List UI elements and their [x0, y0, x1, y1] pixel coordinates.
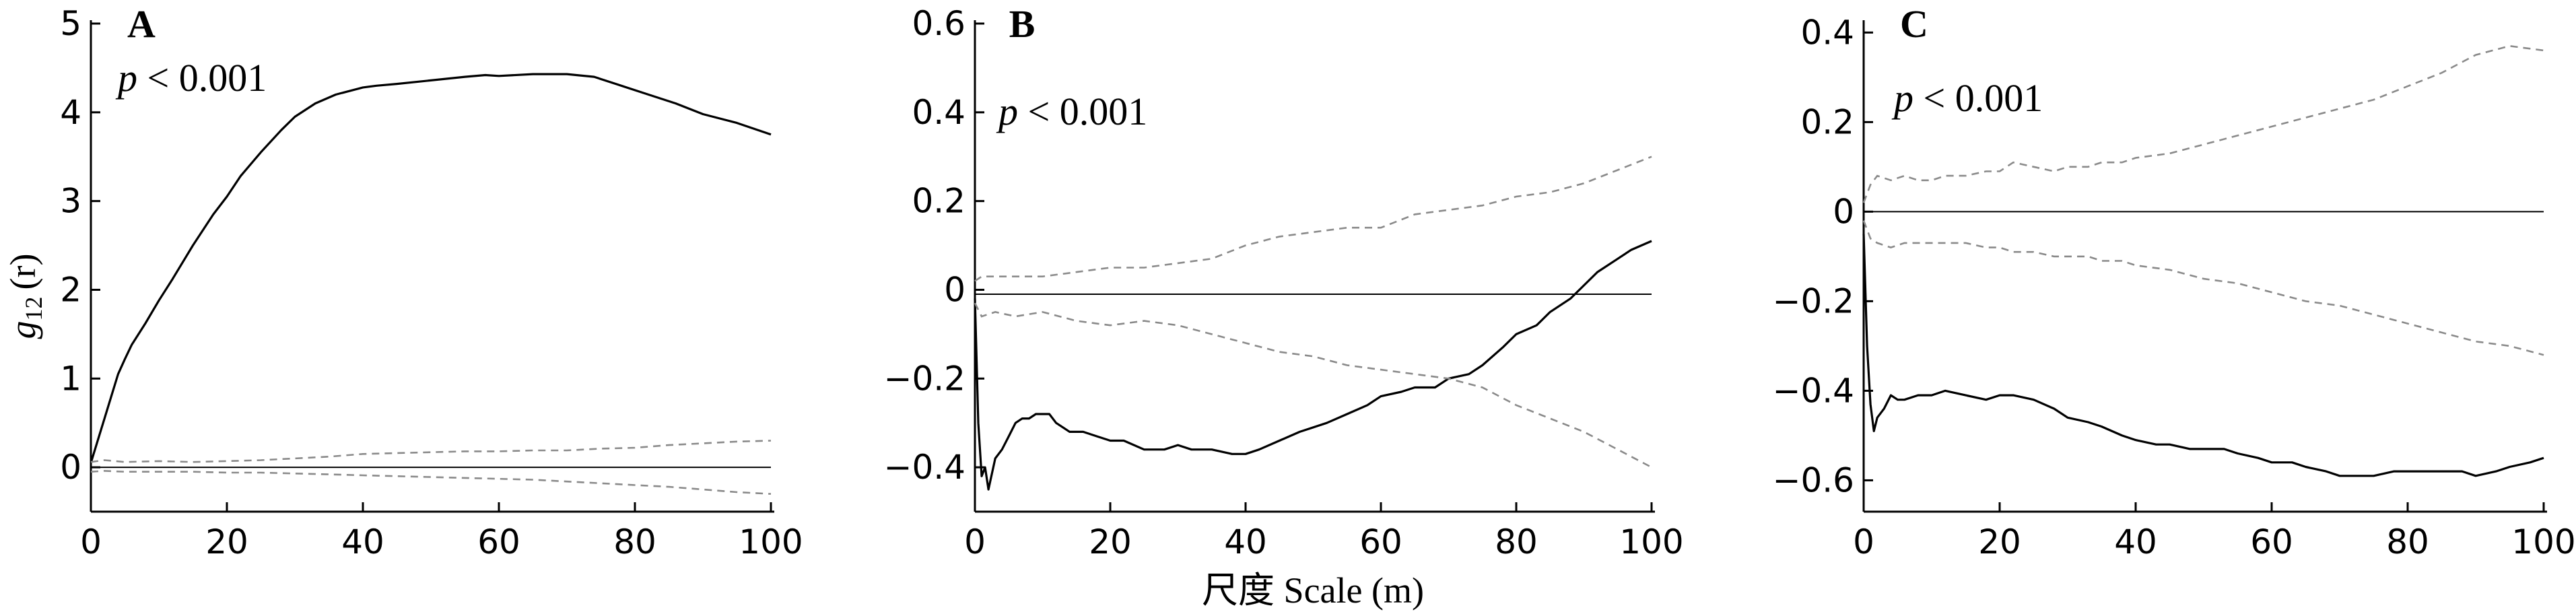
y-tick-label: 0.2 [912, 182, 965, 221]
x-tick-label: 80 [1495, 522, 1538, 561]
panel-letter: A [127, 2, 156, 46]
x-tick-label: 60 [1359, 522, 1402, 561]
y-tick-label: 0.4 [912, 93, 965, 132]
x-tick-label: 100 [739, 522, 803, 561]
y-tick-label: −0.6 [1773, 460, 1854, 500]
series-observed [90, 73, 772, 463]
x-tick-label: 60 [2250, 522, 2293, 561]
series-envelope-upper [90, 440, 772, 463]
y-tick-label: 0 [944, 270, 965, 309]
x-axis-title: 尺度 Scale (m) [1202, 570, 1424, 611]
y-axis-title-sub: 12 [20, 296, 47, 320]
y-tick-label: 5 [60, 4, 81, 43]
x-tick-label: 20 [1089, 522, 1132, 561]
y-tick-label: 0.4 [1800, 13, 1854, 52]
series-envelope-upper [1862, 44, 2544, 203]
x-tick-label: 80 [613, 522, 656, 561]
y-tick-label: 2 [60, 270, 81, 309]
x-tick-label: 100 [2511, 522, 2575, 561]
y-tick-label: −0.2 [884, 359, 965, 398]
series-observed [1862, 234, 2544, 477]
x-tick-label: 0 [964, 522, 986, 561]
panel-a: 0 1 2 3 4 5 0 20 40 60 80 100 Ap < 0.001 [60, 2, 803, 561]
x-tick-label: 40 [1224, 522, 1267, 561]
panel-letter: B [1009, 2, 1036, 46]
y-axis-title-main: g [3, 320, 43, 339]
panel-letter: C [1900, 2, 1928, 46]
y-tick-label: 3 [60, 182, 81, 221]
x-tick-label: 20 [205, 522, 248, 561]
y-tick-label: 0 [1833, 192, 1854, 231]
y-tick-label: 1 [60, 359, 81, 398]
x-tick-label: 100 [1619, 522, 1683, 561]
y-axis-title: g12 (r) [3, 254, 47, 339]
series-envelope-lower [974, 302, 1652, 469]
p-value-annotation: p < 0.001 [115, 56, 267, 100]
y-tick-label: 4 [60, 93, 81, 132]
x-tick-label: 0 [80, 522, 102, 561]
x-tick-label: 0 [1853, 522, 1874, 561]
series-envelope-lower [1862, 220, 2544, 356]
x-tick-label: 40 [341, 522, 384, 561]
series-observed [974, 240, 1652, 491]
y-tick-label: −0.4 [884, 448, 965, 487]
y-tick-label: −0.2 [1773, 281, 1854, 320]
y-axis-title-rest: (r) [3, 254, 43, 290]
p-value-annotation: p < 0.001 [1891, 76, 2043, 120]
x-tick-label: 80 [2386, 522, 2429, 561]
p-value-annotation: p < 0.001 [996, 90, 1147, 133]
series-envelope-upper [974, 156, 1652, 282]
panel-b: −0.4 −0.2 0 0.2 0.4 0.6 0 20 40 60 80 100 Bp < 0.001 [884, 2, 1684, 561]
y-tick-label: 0.2 [1800, 102, 1854, 141]
y-tick-label: −0.4 [1773, 371, 1854, 410]
panel-c: −0.6 −0.4 −0.2 0 0.2 0.4 0 20 40 60 80 100 Cp < 0.00… [1773, 2, 2576, 561]
x-tick-label: 20 [1978, 522, 2021, 561]
x-tick-label: 60 [477, 522, 520, 561]
y-tick-label: 0.6 [912, 4, 965, 43]
y-tick-label: 0 [60, 448, 81, 487]
x-tick-label: 40 [2114, 522, 2157, 561]
series-envelope-lower [90, 470, 772, 495]
